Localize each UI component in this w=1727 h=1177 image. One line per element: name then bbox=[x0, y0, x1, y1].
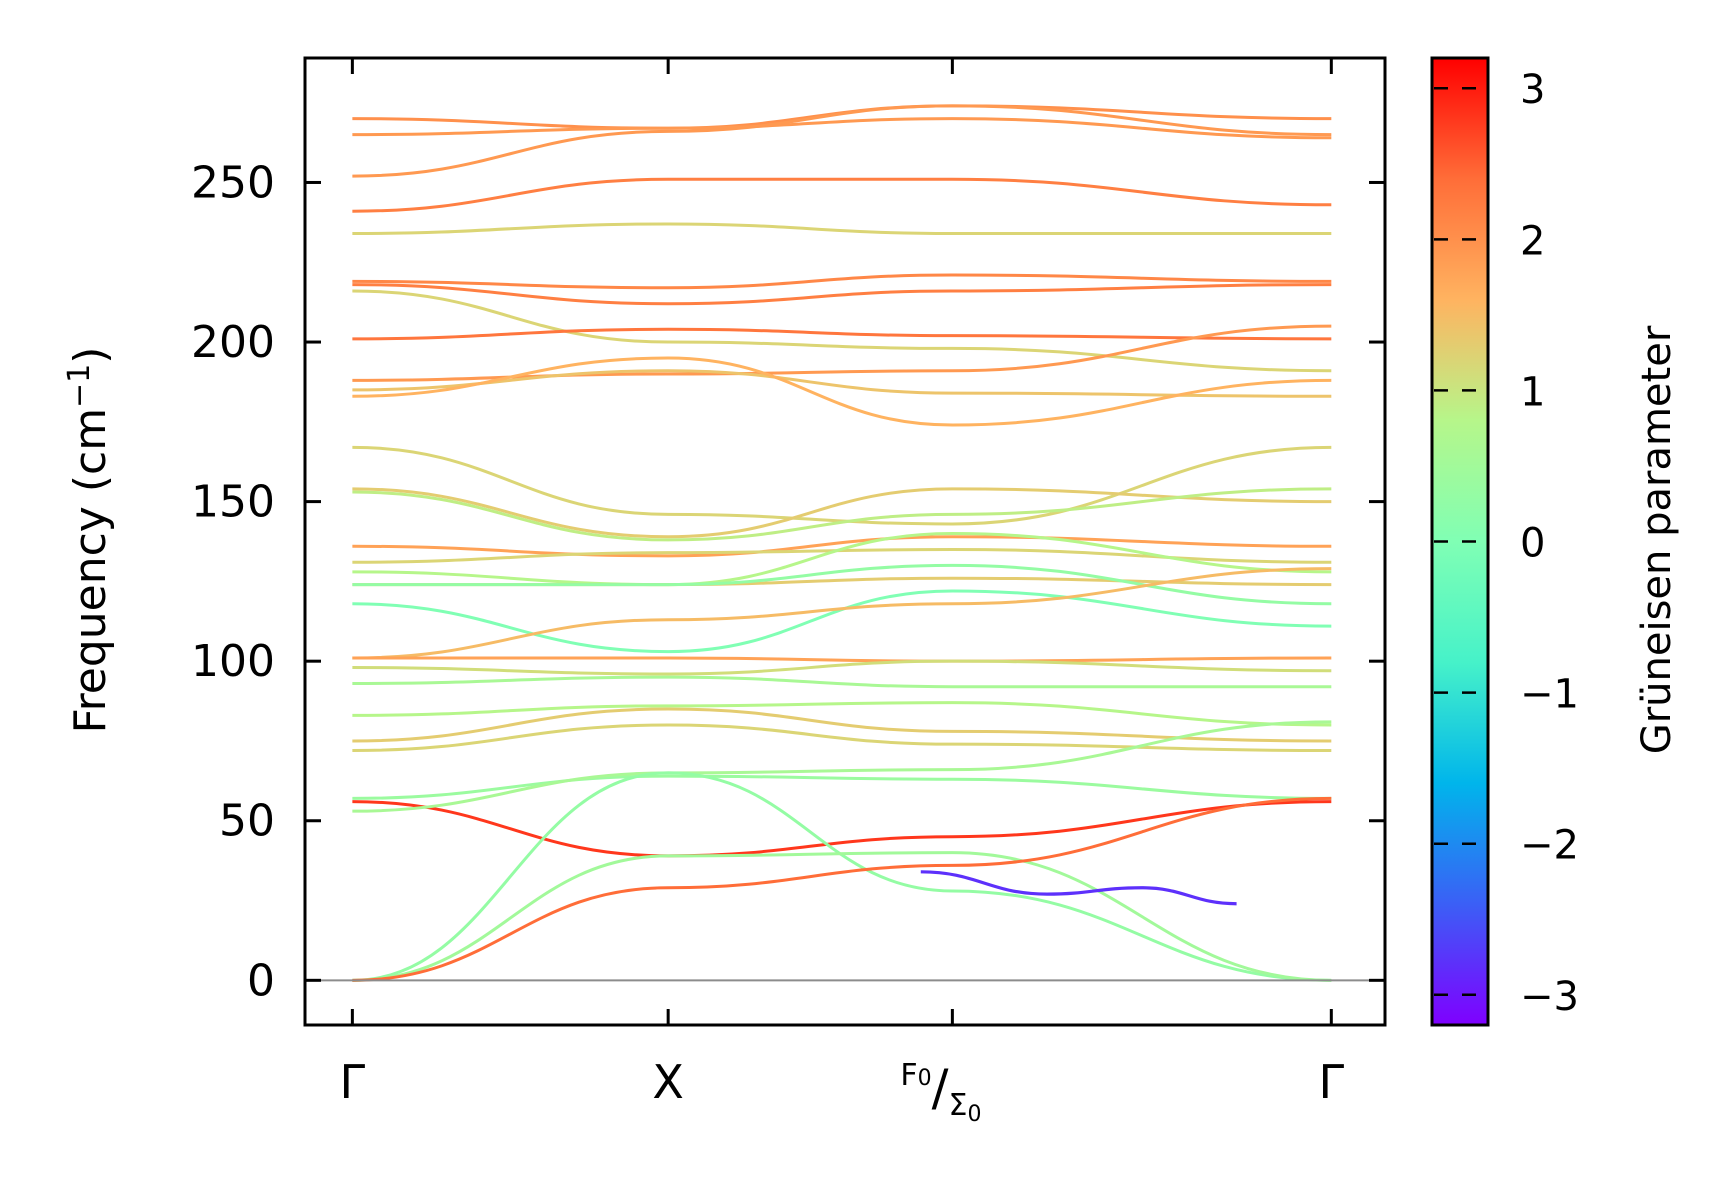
band-line-12 bbox=[352, 356, 1332, 427]
band-line-34 bbox=[352, 796, 1332, 982]
y-axis: 0 50 100 150 200 250 bbox=[191, 157, 1385, 1006]
band-line-27 bbox=[352, 707, 1332, 743]
colorbar-tick-label: −3 bbox=[1520, 974, 1579, 1020]
colorbar-tick-label: 3 bbox=[1520, 67, 1545, 113]
band-line-5 bbox=[352, 222, 1332, 236]
y-tick-label: 150 bbox=[191, 477, 275, 528]
y-tick-label: 100 bbox=[191, 636, 275, 687]
colorbar: −3 −2 −1 0 1 2 3 bbox=[1430, 56, 1579, 1027]
band-line-28 bbox=[352, 723, 1332, 753]
x-tick-label: F0/Σ0 bbox=[900, 1058, 981, 1127]
y-tick-label: 50 bbox=[219, 796, 275, 847]
colorbar-tick-label: 2 bbox=[1520, 218, 1545, 264]
band-line-9 bbox=[352, 327, 1332, 341]
colorbar-tick-label: 0 bbox=[1520, 521, 1545, 567]
band-line-26 bbox=[352, 701, 1332, 727]
colorbar-label: Grüneisen parameter bbox=[1634, 325, 1680, 754]
x-tick-label: X bbox=[652, 1055, 684, 1109]
band-line-11 bbox=[352, 369, 1332, 398]
y-tick-label: 200 bbox=[191, 317, 275, 368]
band-line-29 bbox=[352, 774, 1332, 800]
band-line-3 bbox=[352, 104, 1332, 178]
band-line-13 bbox=[352, 445, 1332, 526]
band-line-15 bbox=[352, 487, 1332, 542]
colorbar-tick-label: −2 bbox=[1520, 823, 1579, 869]
band-line-14 bbox=[352, 487, 1332, 539]
band-line-30 bbox=[352, 800, 1332, 858]
colorbar-tick-label: −1 bbox=[1520, 672, 1579, 718]
band-line-negative-segment bbox=[920, 870, 1237, 906]
phonon-bands bbox=[352, 104, 1332, 982]
band-line-21 bbox=[352, 589, 1332, 654]
band-line-24 bbox=[352, 659, 1332, 676]
band-line-25 bbox=[352, 675, 1332, 689]
band-line-4 bbox=[352, 177, 1332, 213]
band-line-8 bbox=[352, 289, 1332, 373]
band-line-31 bbox=[352, 720, 1332, 813]
band-line-7 bbox=[352, 283, 1332, 306]
x-tick-label: Γ bbox=[340, 1055, 366, 1109]
x-axis: Γ X F0/Σ0 Γ bbox=[340, 58, 1344, 1127]
y-tick-label: 0 bbox=[247, 955, 275, 1006]
band-line-20 bbox=[352, 563, 1332, 606]
band-line-23 bbox=[352, 656, 1332, 663]
y-tick-label: 250 bbox=[191, 157, 275, 208]
x-tick-label: Γ bbox=[1318, 1055, 1344, 1109]
colorbar-tick-label: 1 bbox=[1520, 369, 1545, 415]
band-line-32 bbox=[352, 771, 1332, 982]
band-line-33 bbox=[352, 851, 1332, 982]
plot-frame bbox=[303, 56, 1387, 1027]
band-line-18 bbox=[352, 532, 1332, 587]
plot-border bbox=[303, 56, 1387, 1027]
band-line-2 bbox=[352, 117, 1332, 140]
band-line-22 bbox=[352, 567, 1332, 660]
y-axis-label: Frequency (cm−1) bbox=[62, 347, 116, 734]
band-line-16 bbox=[352, 535, 1332, 558]
band-line-6 bbox=[352, 273, 1332, 290]
band-line-17 bbox=[352, 547, 1332, 564]
